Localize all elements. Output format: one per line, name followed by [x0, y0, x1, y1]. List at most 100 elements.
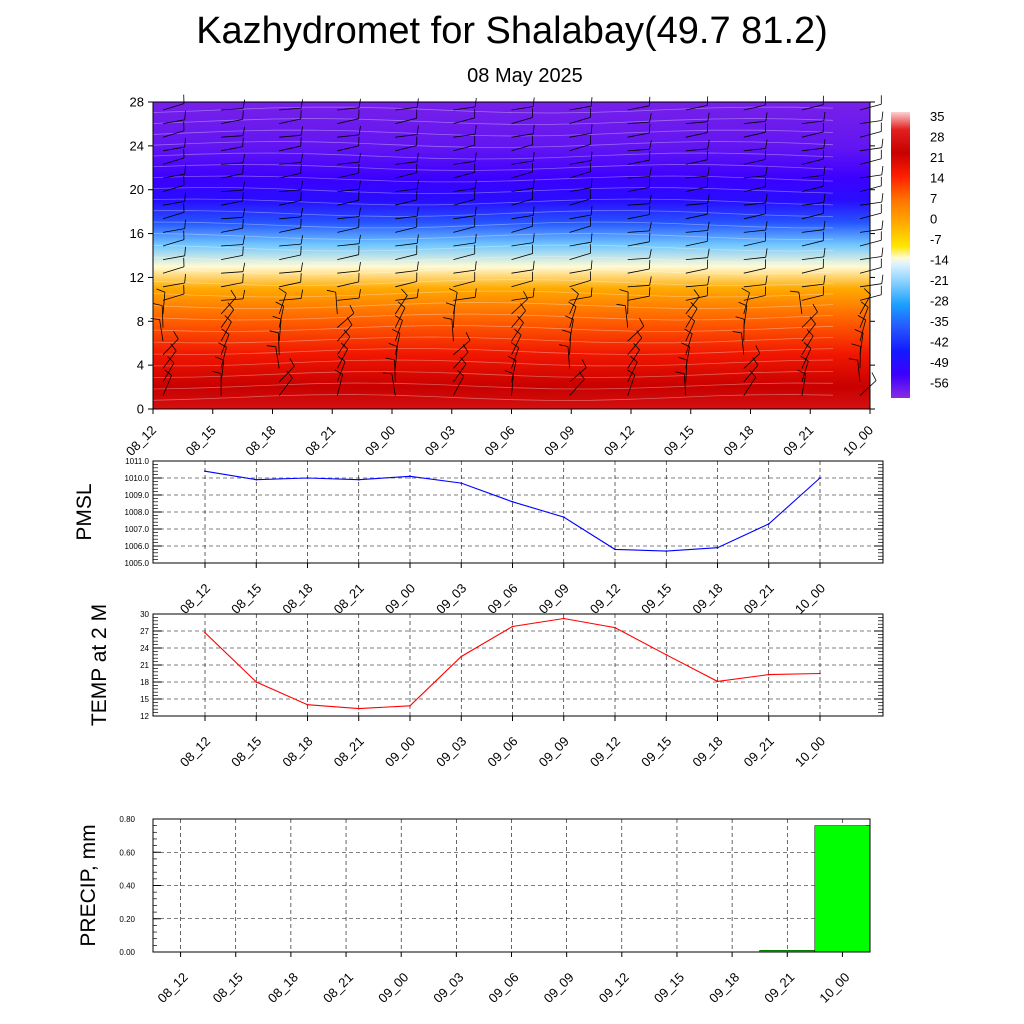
- wind-barb: [337, 134, 360, 138]
- x-tick-label: 09_06: [481, 423, 517, 459]
- x-tick-label: 09_15: [651, 970, 687, 1006]
- wind-barb-feather: [809, 316, 816, 325]
- wind-barb-feather: [300, 218, 302, 228]
- wind-barb-feather: [738, 301, 748, 307]
- wind-barb: [220, 347, 227, 369]
- wind-barb: [627, 159, 650, 165]
- wind-barb-feather: [343, 329, 351, 338]
- wind-barb: [391, 373, 396, 396]
- wind-barb-feather: [218, 342, 227, 348]
- wind-barb: [162, 266, 185, 274]
- wind-barb: [569, 116, 591, 124]
- wind-barb: [801, 348, 812, 369]
- wind-barb-feather: [278, 287, 287, 294]
- x-tick-label: 09_03: [433, 581, 469, 617]
- wind-barb-feather: [445, 302, 455, 306]
- wind-barb: [336, 348, 348, 369]
- wind-barb-feather: [474, 288, 477, 298]
- wind-barb-feather: [474, 179, 477, 189]
- isotherm-line: [152, 129, 834, 137]
- wind-barb: [569, 296, 592, 301]
- wind-barb-feather: [474, 206, 477, 216]
- wind-barb: [569, 280, 591, 288]
- isotherm-line: [152, 244, 834, 252]
- wind-barb: [685, 202, 708, 206]
- x-tick-label: 09_03: [422, 423, 458, 459]
- x-tick-label: 08_15: [183, 423, 219, 459]
- wind-barb: [627, 284, 650, 288]
- wind-barb-feather: [184, 219, 186, 229]
- data-point: [460, 482, 463, 484]
- wind-barb-feather: [184, 246, 186, 256]
- wind-barb: [220, 297, 237, 315]
- wind-barb: [221, 244, 244, 247]
- wind-barb-feather: [474, 125, 477, 135]
- wind-barb-feather: [854, 329, 864, 334]
- wind-barb: [337, 145, 359, 152]
- wind-barb: [627, 362, 638, 383]
- wind-barb-feather: [474, 152, 477, 162]
- x-tick-label: 09_06: [485, 970, 521, 1006]
- wind-barb-feather: [532, 233, 535, 243]
- y-tick-label: 21: [140, 661, 149, 670]
- wind-barb-feather: [221, 328, 230, 335]
- wind-barb-feather: [153, 303, 163, 306]
- x-tick-label: 10_00: [792, 734, 828, 770]
- wind-barb-feather: [514, 328, 522, 336]
- data-point: [306, 477, 309, 479]
- y-axis-label: TEMP at 2 M: [88, 604, 111, 726]
- wind-barb-feather: [184, 137, 186, 148]
- wind-barb-feather: [590, 205, 593, 216]
- wind-barb: [159, 319, 164, 342]
- wind-barb-feather: [474, 261, 477, 271]
- wind-barb: [337, 297, 360, 301]
- wind-barb-feather: [401, 288, 408, 296]
- x-tick-label: 08_21: [331, 734, 367, 770]
- wind-barb: [801, 373, 807, 396]
- wind-barb-feather: [616, 303, 626, 307]
- wind-barb: [743, 376, 757, 396]
- wind-barb-feather: [442, 317, 452, 320]
- wind-barb: [453, 188, 476, 192]
- wind-barb: [743, 104, 766, 111]
- wind-barb-feather: [806, 329, 814, 337]
- wind-barb-feather: [242, 273, 244, 283]
- wind-barb-feather: [823, 247, 826, 257]
- wind-barb: [279, 162, 302, 165]
- wind-barb: [569, 241, 592, 247]
- wind-barb: [859, 256, 882, 260]
- wind-barb: [743, 202, 766, 206]
- wind-barb: [394, 359, 396, 383]
- wind-barb: [625, 305, 629, 328]
- wind-barb: [337, 216, 360, 220]
- wind-barb-feather: [823, 193, 826, 203]
- wind-barb-feather: [707, 139, 710, 149]
- wind-barb-feather: [300, 153, 303, 163]
- wind-barb: [279, 243, 302, 247]
- wind-barb-feather: [590, 287, 593, 297]
- wind-barb-feather: [326, 289, 336, 293]
- wind-barb-feather: [300, 289, 303, 299]
- wind-barb-feather: [532, 179, 535, 189]
- wind-barb-feather: [678, 356, 688, 361]
- wind-barb: [162, 228, 185, 233]
- wind-barb-feather: [242, 153, 246, 163]
- x-tick-label: 09_06: [484, 734, 520, 770]
- data-point: [562, 617, 565, 620]
- wind-barb: [162, 375, 172, 396]
- isotherm-line: [152, 141, 834, 148]
- wind-barb: [162, 293, 185, 301]
- wind-barb-feather: [532, 287, 535, 298]
- wind-barb-feather: [394, 315, 403, 321]
- wind-barb: [511, 160, 534, 165]
- wind-barb: [627, 374, 636, 396]
- wind-barb-feather: [358, 125, 361, 135]
- wind-barb: [279, 173, 301, 179]
- x-tick-label: 09_21: [741, 734, 777, 770]
- y-tick-label: 0: [137, 402, 144, 417]
- wind-barb: [279, 216, 302, 220]
- wind-barb-feather: [765, 193, 768, 203]
- wind-barb: [743, 229, 766, 233]
- wind-barb: [278, 306, 285, 328]
- wind-barb-feather: [462, 344, 469, 353]
